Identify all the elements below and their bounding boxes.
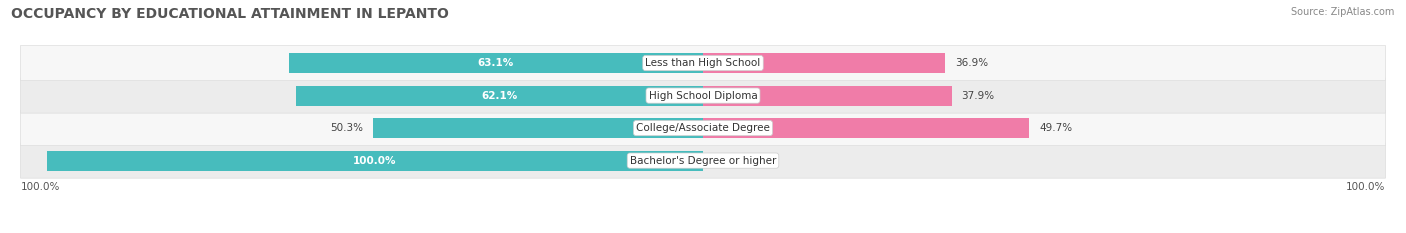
Text: OCCUPANCY BY EDUCATIONAL ATTAINMENT IN LEPANTO: OCCUPANCY BY EDUCATIONAL ATTAINMENT IN L… [11, 7, 449, 21]
Text: 100.0%: 100.0% [353, 156, 396, 166]
Bar [703, 118, 1029, 138]
Bar [703, 53, 945, 73]
FancyBboxPatch shape [20, 143, 1386, 178]
Text: 49.7%: 49.7% [1039, 123, 1071, 133]
FancyBboxPatch shape [20, 110, 1386, 146]
Text: 100.0%: 100.0% [21, 182, 60, 192]
Bar [46, 151, 703, 171]
Text: 62.1%: 62.1% [481, 91, 517, 101]
Text: High School Diploma: High School Diploma [648, 91, 758, 101]
Text: 50.3%: 50.3% [330, 123, 363, 133]
Bar [373, 118, 703, 138]
FancyBboxPatch shape [20, 45, 1386, 81]
FancyBboxPatch shape [20, 78, 1386, 113]
Text: Less than High School: Less than High School [645, 58, 761, 68]
Bar [290, 53, 703, 73]
Text: Source: ZipAtlas.com: Source: ZipAtlas.com [1291, 7, 1395, 17]
Text: 100.0%: 100.0% [1346, 182, 1385, 192]
Text: 63.1%: 63.1% [478, 58, 515, 68]
Text: 37.9%: 37.9% [962, 91, 994, 101]
Text: College/Associate Degree: College/Associate Degree [636, 123, 770, 133]
Text: 0.0%: 0.0% [713, 156, 740, 166]
Bar [295, 86, 703, 106]
Text: 36.9%: 36.9% [955, 58, 988, 68]
Bar [703, 86, 952, 106]
Text: Bachelor's Degree or higher: Bachelor's Degree or higher [630, 156, 776, 166]
